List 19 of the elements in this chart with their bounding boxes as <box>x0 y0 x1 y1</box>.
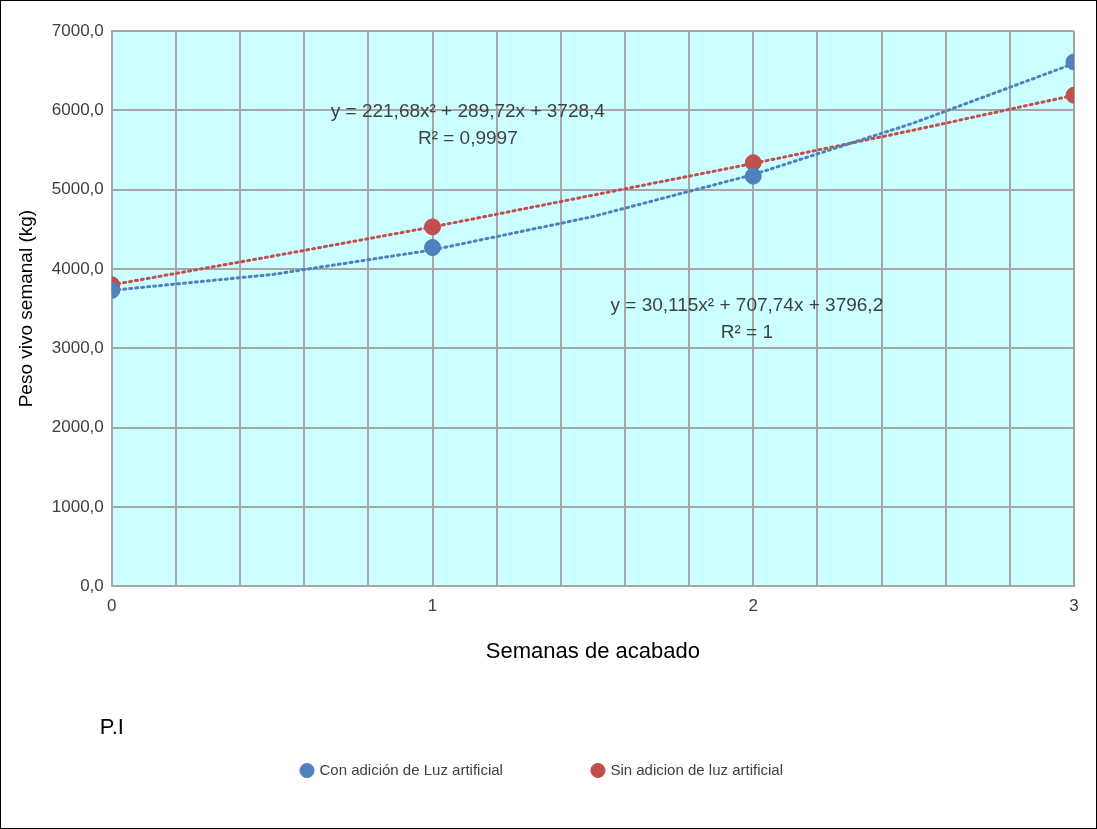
annotation: y = 30,115x² + 707,74x + 3796,2 R² = 1 <box>610 294 884 343</box>
y-axis-title: Peso vivo semanal (kg) <box>14 209 36 408</box>
x-tick-label: 1 <box>427 596 438 616</box>
annotation: y = 221,68x² + 289,72x + 3728,4 R² = 0,9997 <box>330 100 606 149</box>
legend-label: Con adición de Luz artificial <box>319 760 503 778</box>
y-tick-label: 7000,0 <box>51 20 104 40</box>
y-tick-label: 2000,0 <box>51 417 104 437</box>
x-tick-label: 0 <box>107 596 117 616</box>
x-axis-title: Semanas de acabado <box>485 637 700 663</box>
x-tick-label: 2 <box>748 596 758 616</box>
y-tick-label: 5000,0 <box>51 179 104 199</box>
y-tick-label: 3000,0 <box>51 337 104 357</box>
x-tick-label: 3 <box>1069 596 1079 616</box>
y-tick-label: 1000,0 <box>51 496 104 516</box>
y-tick-label: 6000,0 <box>51 100 104 119</box>
text: P.I <box>99 714 124 740</box>
y-tick-label: 4000,0 <box>51 258 104 278</box>
legend-label: Sin adicion de luz artificial <box>610 760 784 778</box>
y-tick-label: 0,0 <box>80 575 104 595</box>
